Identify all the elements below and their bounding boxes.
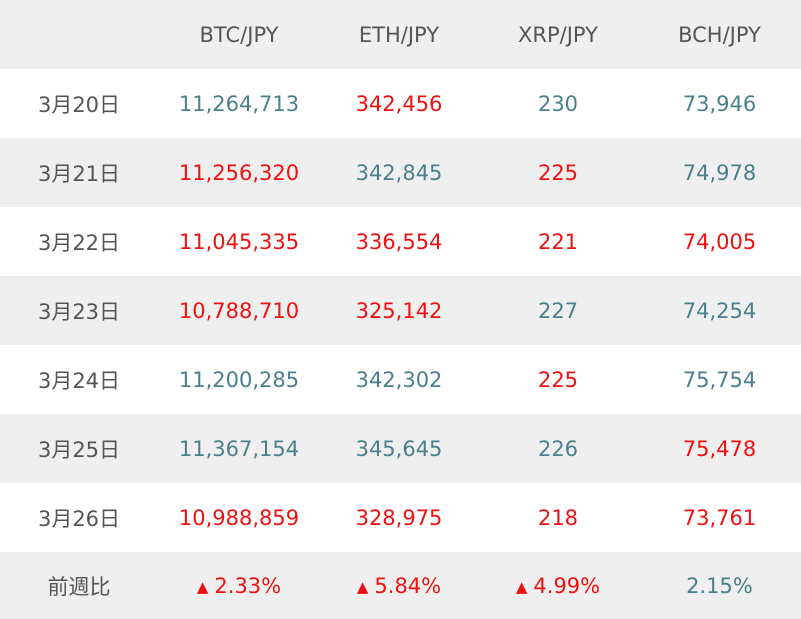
row-date: 3月22日 (0, 207, 158, 276)
weekly-change-label: 前週比 (0, 552, 158, 619)
price-cell-eth: 336,554 (320, 207, 478, 276)
price-cell-bch: 73,946 (638, 69, 801, 138)
table-row: 3月23日 10,788,710 325,142 227 74,254 (0, 276, 801, 345)
price-cell-btc: 11,256,320 (158, 138, 320, 207)
row-date: 3月21日 (0, 138, 158, 207)
row-date: 3月23日 (0, 276, 158, 345)
price-cell-xrp: 230 (478, 69, 638, 138)
weekly-change-row: 前週比 ▲ 2.33% ▲ 5.84% ▲ 4.99% 2.15% (0, 552, 801, 619)
weekly-change-cell-btc: ▲ 2.33% (158, 552, 320, 619)
price-cell-eth: 342,302 (320, 345, 478, 414)
price-cell-xrp: 226 (478, 414, 638, 483)
price-cell-btc: 11,200,285 (158, 345, 320, 414)
weekly-change-value: 5.84% (374, 573, 442, 598)
header-btc-jpy: BTC/JPY (158, 0, 320, 69)
row-date: 3月25日 (0, 414, 158, 483)
price-cell-bch: 74,005 (638, 207, 801, 276)
table-row: 3月25日 11,367,154 345,645 226 75,478 (0, 414, 801, 483)
price-cell-xrp: 221 (478, 207, 638, 276)
weekly-change-value: 2.33% (214, 573, 282, 598)
price-cell-bch: 75,478 (638, 414, 801, 483)
header-xrp-jpy: XRP/JPY (478, 0, 638, 69)
weekly-change-cell-eth: ▲ 5.84% (320, 552, 478, 619)
table-row: 3月26日 10,988,859 328,975 218 73,761 (0, 483, 801, 552)
table-row: 3月20日 11,264,713 342,456 230 73,946 (0, 69, 801, 138)
price-cell-btc: 11,264,713 (158, 69, 320, 138)
row-date: 3月24日 (0, 345, 158, 414)
row-date: 3月20日 (0, 69, 158, 138)
price-cell-xrp: 225 (478, 138, 638, 207)
price-cell-eth: 325,142 (320, 276, 478, 345)
price-cell-xrp: 225 (478, 345, 638, 414)
price-cell-bch: 73,761 (638, 483, 801, 552)
header-bch-jpy: BCH/JPY (638, 0, 801, 69)
price-cell-btc: 11,367,154 (158, 414, 320, 483)
header-row: BTC/JPY ETH/JPY XRP/JPY BCH/JPY (0, 0, 801, 69)
header-eth-jpy: ETH/JPY (320, 0, 478, 69)
price-cell-btc: 10,988,859 (158, 483, 320, 552)
header-corner (0, 0, 158, 69)
price-cell-btc: 11,045,335 (158, 207, 320, 276)
weekly-change-value: 4.99% (533, 573, 601, 598)
row-date: 3月26日 (0, 483, 158, 552)
price-cell-bch: 74,978 (638, 138, 801, 207)
weekly-change-value: 2.15% (686, 573, 753, 598)
weekly-change-cell-bch: 2.15% (638, 552, 801, 619)
price-cell-eth: 342,845 (320, 138, 478, 207)
table-row: 3月22日 11,045,335 336,554 221 74,005 (0, 207, 801, 276)
triangle-up-icon: ▲ (356, 577, 369, 596)
price-cell-eth: 345,645 (320, 414, 478, 483)
table-row: 3月24日 11,200,285 342,302 225 75,754 (0, 345, 801, 414)
price-cell-xrp: 227 (478, 276, 638, 345)
triangle-up-icon: ▲ (515, 577, 528, 596)
triangle-up-icon: ▲ (196, 577, 209, 596)
price-cell-eth: 342,456 (320, 69, 478, 138)
weekly-change-cell-xrp: ▲ 4.99% (478, 552, 638, 619)
price-cell-bch: 74,254 (638, 276, 801, 345)
price-cell-xrp: 218 (478, 483, 638, 552)
table-row: 3月21日 11,256,320 342,845 225 74,978 (0, 138, 801, 207)
price-cell-btc: 10,788,710 (158, 276, 320, 345)
price-cell-bch: 75,754 (638, 345, 801, 414)
price-cell-eth: 328,975 (320, 483, 478, 552)
